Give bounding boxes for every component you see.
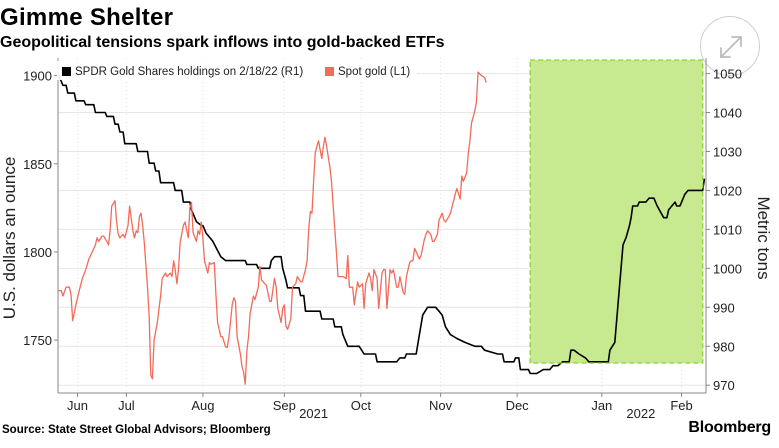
y-tick-label-right: 1040: [713, 106, 742, 121]
y-axis-title-right: Metric tons: [754, 196, 773, 279]
expand-button[interactable]: [700, 16, 760, 76]
x-year-label: 2022: [626, 406, 655, 421]
expand-arrows-icon: [720, 36, 742, 58]
source-note: Source: State Street Global Advisors; Bl…: [2, 424, 271, 436]
y-tick-label-right: 1010: [713, 222, 742, 237]
series-line-holdings: [57, 73, 706, 375]
x-tick-label: Dec: [506, 398, 530, 413]
x-tick-label: Jul: [118, 398, 135, 413]
x-tick-label: Aug: [191, 398, 214, 413]
legend-swatch-holdings: [62, 67, 71, 76]
x-tick-label: Jun: [67, 398, 88, 413]
highlight-region: [530, 60, 703, 363]
y-axis-title-left: U.S. dollars an ounce: [0, 157, 19, 320]
y-tick-label-right: 1030: [713, 144, 742, 159]
y-tick-label-right: 980: [713, 339, 735, 354]
legend-label-holdings: SPDR Gold Shares holdings on 2/18/22 (R1…: [75, 66, 303, 78]
legend: SPDR Gold Shares holdings on 2/18/22 (R1…: [57, 61, 417, 80]
bloomberg-logo: Bloomberg: [688, 419, 771, 436]
y-tick-label-right: 1020: [713, 183, 742, 198]
chart-subtitle: Geopolitical tensions spark inflows into…: [0, 34, 445, 51]
y-tick-label-left: 1900: [23, 69, 52, 84]
y-tick-label-right: 1000: [713, 261, 742, 276]
y-tick-label-right: 990: [713, 300, 735, 315]
legend-swatch-spot-gold: [325, 67, 334, 76]
series-line-spot-gold: [58, 71, 487, 385]
highlight-border: [529, 59, 704, 364]
x-tick-label: Nov: [429, 398, 453, 413]
x-tick-label: Jan: [591, 398, 612, 413]
axes: 1750 1800 1850 1900 970 980 990 1000 1010 1020 103…: [23, 58, 742, 421]
y-tick-label-left: 1750: [23, 333, 52, 348]
y-tick-label-right: 1050: [713, 67, 742, 82]
x-year-label: 2021: [299, 406, 328, 421]
y-tick-label-left: 1800: [23, 245, 52, 260]
x-tick-label: Oct: [351, 398, 372, 413]
chart-title: Gimme Shelter: [0, 4, 174, 31]
y-tick-label-left: 1850: [23, 157, 52, 172]
x-tick-label: Feb: [670, 398, 692, 413]
y-tick-label-right: 970: [713, 378, 735, 393]
legend-label-spot-gold: Spot gold (L1): [338, 66, 410, 78]
x-tick-label: Sep: [273, 398, 296, 413]
